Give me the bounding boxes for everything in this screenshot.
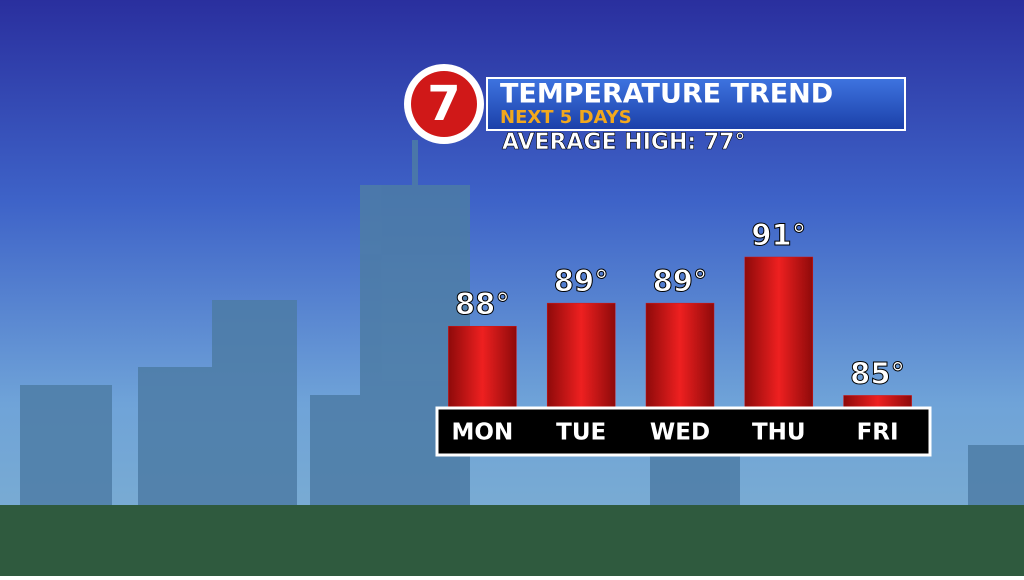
day-label: MON — [452, 420, 514, 446]
title-banner — [486, 77, 906, 131]
bar — [744, 256, 814, 408]
day-label: THU — [752, 420, 806, 446]
day-label: FRI — [857, 420, 899, 446]
bar — [843, 395, 912, 408]
chart-title: TEMPERATURE TREND — [500, 79, 833, 110]
trees — [0, 505, 1024, 576]
value-label: 91° — [751, 218, 806, 252]
day-label: TUE — [556, 420, 606, 446]
logo-text: 7 — [427, 76, 460, 132]
value-label: 89° — [554, 264, 609, 298]
value-label: 85° — [850, 356, 905, 390]
annotation: AVERAGE HIGH: 77° — [502, 130, 745, 155]
value-label: 89° — [653, 264, 708, 298]
bar — [448, 325, 517, 408]
day-band — [435, 406, 932, 457]
value-label: 88° — [455, 287, 510, 321]
bar — [645, 302, 715, 408]
day-label: WED — [650, 420, 710, 446]
chart-subtitle: NEXT 5 DAYS — [500, 107, 632, 128]
logo — [411, 71, 477, 137]
bar — [546, 302, 616, 408]
